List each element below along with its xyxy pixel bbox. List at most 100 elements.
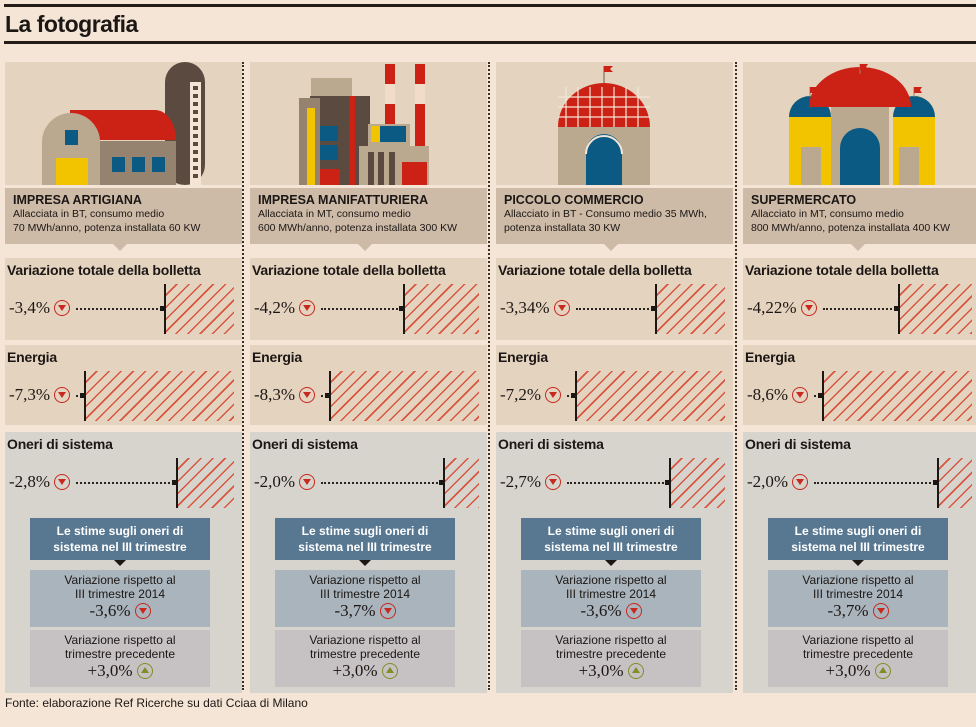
estimate-label: Variazione rispetto al trimestre precede… <box>802 633 914 661</box>
estimate-value: +3,0% <box>825 661 871 680</box>
value-label: -2,8% <box>9 472 51 491</box>
category-desc: 70 MWh/anno, potenza installata 60 KW <box>13 222 201 234</box>
value-label: -7,3% <box>9 385 51 404</box>
estimate-label: Variazione rispetto al trimestre precede… <box>555 633 667 661</box>
building-illustration <box>250 62 487 185</box>
down-arrow-icon <box>134 603 151 619</box>
total-row: -3,4% <box>5 284 242 334</box>
estimate-value: +3,0% <box>87 661 133 680</box>
estimate-value: +3,0% <box>332 661 378 680</box>
category-desc: 600 MWh/anno, potenza installata 300 KW <box>258 222 458 234</box>
source-note: Fonte: elaborazione Ref Ricerche su dati… <box>5 696 308 710</box>
hatched-bar <box>176 458 234 508</box>
energy-section: Energia -7,2% <box>496 345 733 425</box>
section-title: Energia <box>252 349 302 365</box>
up-arrow-icon <box>627 663 644 679</box>
category-name: IMPRESA MANIFATTURIERA <box>258 193 429 207</box>
section-title: Variazione totale della bolletta <box>252 262 446 278</box>
estimate-vs-2014: Variazione rispetto al III trimestre 201… <box>275 570 455 627</box>
leader-line <box>76 480 178 485</box>
hatched-bar <box>937 458 972 508</box>
down-arrow-icon <box>379 603 396 619</box>
leader-line <box>567 393 576 398</box>
category-name: IMPRESA ARTIGIANA <box>13 193 142 207</box>
value-label: -4,2% <box>254 298 296 317</box>
down-arrow-icon <box>54 474 70 490</box>
estimate-label: Variazione rispetto al trimestre precede… <box>309 633 421 661</box>
down-arrow-icon <box>800 300 817 316</box>
leader-line <box>321 480 444 485</box>
top-rule <box>4 4 976 7</box>
hatched-bar <box>84 371 234 421</box>
energy-row: -7,2% <box>496 371 733 421</box>
hatched-bar <box>655 284 725 334</box>
estimate-vs-previous: Variazione rispetto al trimestre precede… <box>30 630 210 687</box>
down-arrow-icon <box>545 474 561 490</box>
building-illustration <box>5 62 242 185</box>
total-row: -4,22% <box>743 284 976 334</box>
category-desc: potenza installata 30 KW <box>504 222 621 234</box>
category-column: IMPRESA ARTIGIANA Allacciata in BT, cons… <box>5 62 242 693</box>
building-illustration <box>496 62 733 185</box>
leader-line <box>76 306 166 311</box>
down-arrow-icon <box>625 603 642 619</box>
category-desc: 800 MWh/anno, potenza installata 400 KW <box>751 222 951 234</box>
section-title: Oneri di sistema <box>252 436 358 452</box>
down-arrow-icon <box>553 300 570 316</box>
down-arrow-icon <box>792 387 808 403</box>
down-arrow-icon <box>299 387 315 403</box>
up-arrow-icon <box>381 663 398 679</box>
charges-row: -2,8% <box>5 458 242 508</box>
estimate-value: +3,0% <box>578 661 624 680</box>
down-arrow-icon <box>545 387 561 403</box>
total-section: Variazione totale della bolletta -3,34% <box>496 258 733 340</box>
category-name: PICCOLO COMMERCIO <box>504 193 644 207</box>
title-rule <box>4 41 976 44</box>
estimate-vs-previous: Variazione rispetto al trimestre precede… <box>521 630 701 687</box>
total-row: -3,34% <box>496 284 733 334</box>
down-arrow-icon <box>299 300 315 316</box>
estimate-label: Variazione rispetto al III trimestre 201… <box>309 573 421 601</box>
section-title: Variazione totale della bolletta <box>7 262 201 278</box>
category-info: IMPRESA ARTIGIANA Allacciata in BT, cons… <box>5 188 242 251</box>
hatched-bar <box>442 458 479 508</box>
hatched-bar <box>164 284 234 334</box>
building-illustration <box>743 62 976 185</box>
energy-row: -7,3% <box>5 371 242 421</box>
down-arrow-icon <box>872 603 889 619</box>
hatched-bar <box>575 371 725 421</box>
estimate-value: -3,7% <box>334 601 376 620</box>
section-title: Energia <box>7 349 57 365</box>
energy-section: Energia -8,3% <box>250 345 487 425</box>
estimates-header: Le stime sugli oneri di sistema nel III … <box>275 518 455 566</box>
energy-section: Energia -8,6% <box>743 345 976 425</box>
leader-line <box>321 393 330 398</box>
estimate-label: Variazione rispetto al III trimestre 201… <box>64 573 176 601</box>
section-title: Oneri di sistema <box>7 436 113 452</box>
energy-row: -8,3% <box>250 371 487 421</box>
down-arrow-icon <box>54 300 70 316</box>
value-label: -8,3% <box>254 385 296 404</box>
down-arrow-icon <box>54 387 70 403</box>
charges-row: -2,0% <box>743 458 976 508</box>
section-title: Oneri di sistema <box>498 436 604 452</box>
category-column: SUPERMERCATO Allacciato in MT, consumo m… <box>743 62 976 693</box>
category-info: IMPRESA MANIFATTURIERA Allacciata in MT,… <box>250 188 487 251</box>
estimates-header: Le stime sugli oneri di sistema nel III … <box>521 518 701 566</box>
estimate-vs-2014: Variazione rispetto al III trimestre 201… <box>768 570 948 627</box>
estimates-header: Le stime sugli oneri di sistema nel III … <box>768 518 948 566</box>
estimate-label: Variazione rispetto al trimestre precede… <box>64 633 176 661</box>
up-arrow-icon <box>136 663 153 679</box>
charges-section: Oneri di sistema -2,0% Le stime sugli on… <box>250 432 487 693</box>
charges-section: Oneri di sistema -2,7% Le stime sugli on… <box>496 432 733 693</box>
column-divider <box>735 62 737 690</box>
leader-line <box>321 306 405 311</box>
category-column: IMPRESA MANIFATTURIERA Allacciata in MT,… <box>250 62 487 693</box>
value-label: -3,34% <box>500 298 550 317</box>
total-section: Variazione totale della bolletta -4,22% <box>743 258 976 340</box>
leader-line <box>814 393 823 398</box>
total-section: Variazione totale della bolletta -4,2% <box>250 258 487 340</box>
value-label: -2,0% <box>254 472 296 491</box>
category-desc: Allacciato in MT, consumo medio <box>751 208 904 220</box>
leader-line <box>76 393 85 398</box>
